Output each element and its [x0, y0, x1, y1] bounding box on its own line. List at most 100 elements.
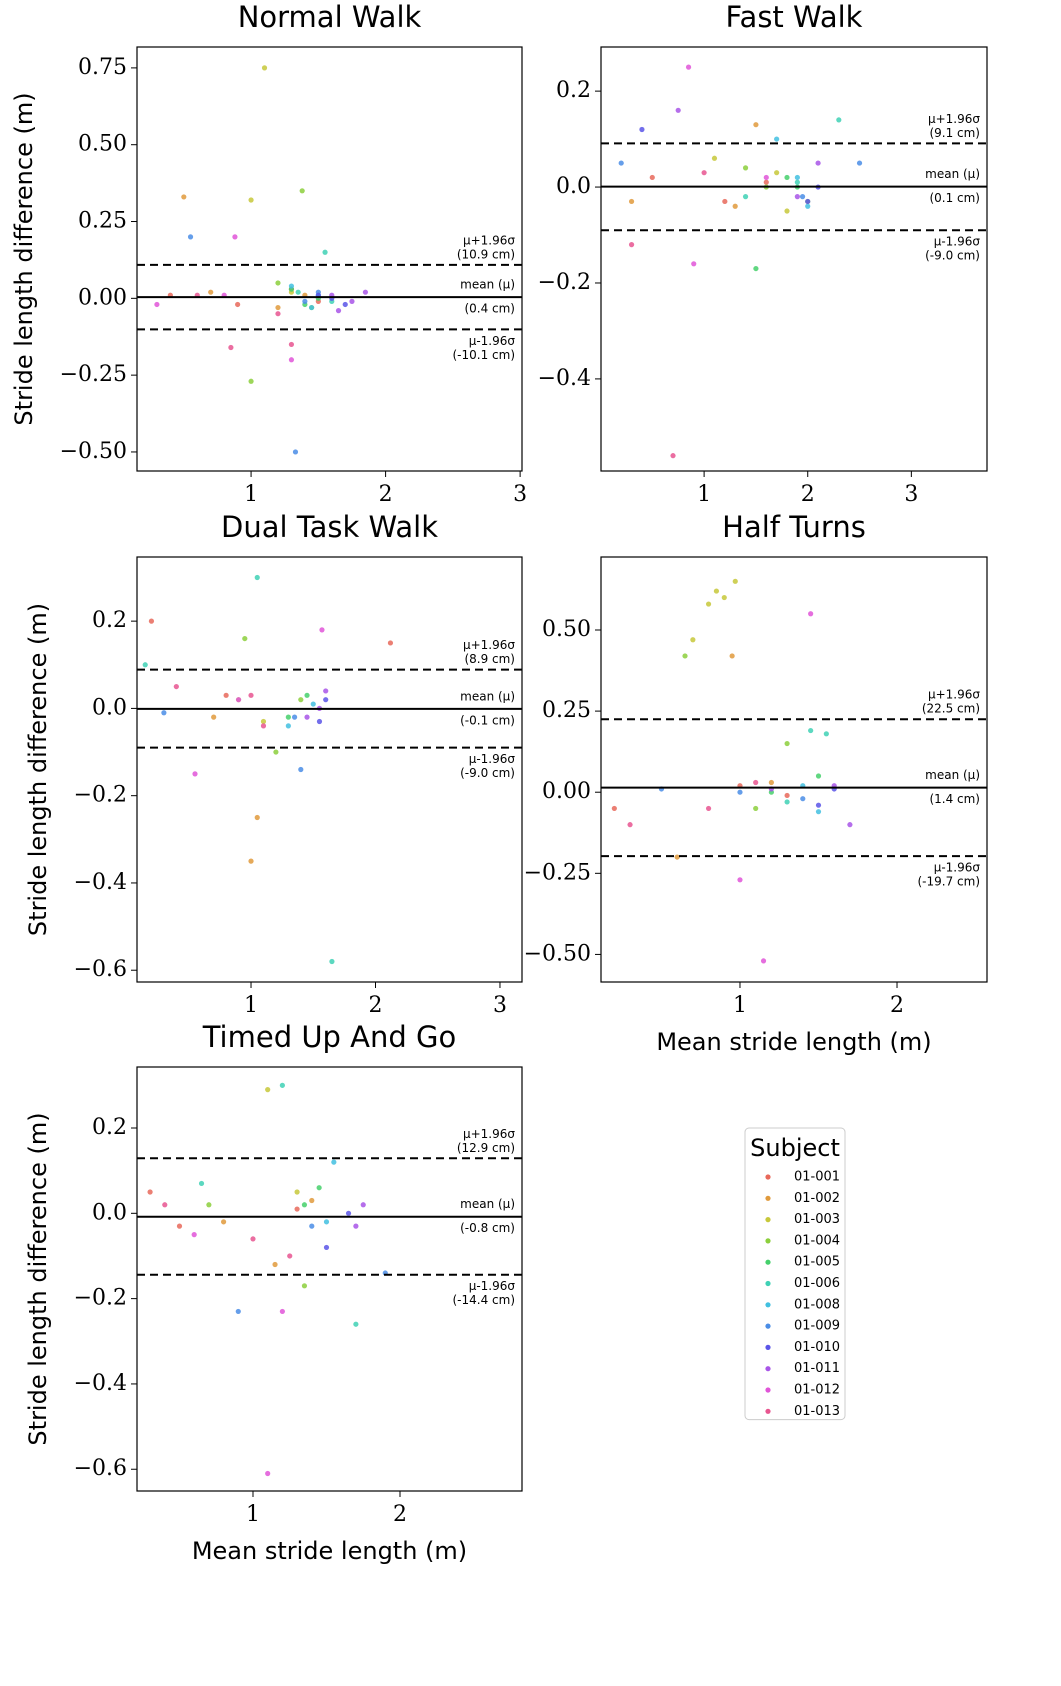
point [335, 308, 342, 314]
reference-label: μ-1.96σ [469, 1279, 516, 1293]
legend-marker [765, 1195, 771, 1201]
point [285, 714, 291, 720]
point [618, 160, 624, 166]
point [732, 578, 738, 584]
point [329, 958, 335, 965]
chart-title: Dual Task Walk [221, 510, 438, 544]
panel: Timed Up And Go Stride length difference … [24, 1020, 523, 1565]
panel: Dual Task Walk Stride length difference (… [24, 510, 523, 1018]
point [784, 174, 790, 181]
reference-label: μ+1.96σ [463, 233, 515, 247]
reference-note: (10.9 cm) [457, 247, 515, 261]
point [299, 188, 305, 194]
point [805, 203, 811, 209]
y-tick-label: −0.6 [74, 957, 127, 982]
point [362, 289, 369, 295]
point [147, 1189, 153, 1195]
y-axis-label: Stride length difference (m) [24, 1112, 52, 1445]
point [148, 618, 155, 624]
legend-label: 01-003 [794, 1212, 840, 1227]
point [611, 805, 617, 812]
panel: Normal Walk Stride length difference (m) 1… [10, 0, 527, 507]
point [805, 198, 811, 205]
point [301, 1283, 308, 1289]
y-tick-label: −0.2 [74, 783, 127, 808]
point [675, 107, 681, 113]
point [763, 174, 769, 181]
point [742, 194, 749, 200]
legend-label: 01-001 [794, 1170, 840, 1185]
x-tick-label: 1 [244, 482, 258, 507]
point [353, 1321, 359, 1327]
plot-frame [136, 46, 523, 472]
point [294, 1189, 300, 1195]
point [260, 718, 267, 725]
point [729, 653, 735, 659]
point [774, 136, 780, 142]
legend-label: 01-011 [794, 1361, 840, 1376]
x-tick-label: 2 [368, 993, 382, 1018]
plot-frame [600, 46, 988, 472]
point [232, 234, 238, 240]
point [323, 1219, 330, 1225]
point [753, 265, 759, 272]
point [763, 179, 769, 185]
reference-note: (8.9 cm) [464, 652, 515, 666]
point [316, 718, 323, 725]
point [248, 858, 254, 864]
point [784, 208, 790, 214]
point [753, 779, 759, 786]
point [753, 805, 759, 812]
y-tick-label: 0.0 [92, 1200, 127, 1225]
reference-label: μ+1.96σ [928, 112, 980, 126]
chart-title: Normal Walk [238, 0, 422, 34]
point [187, 234, 194, 240]
point [235, 301, 241, 308]
point [288, 357, 295, 363]
legend-label: 01-002 [794, 1191, 840, 1206]
x-tick-label: 2 [393, 1502, 407, 1527]
y-tick-label: −0.6 [74, 1456, 127, 1481]
point [836, 117, 842, 123]
reference-note: (-14.4 cm) [452, 1293, 515, 1307]
point [265, 1087, 271, 1093]
point [254, 574, 260, 581]
y-tick-label: 0.0 [92, 695, 127, 720]
reference-label: μ+1.96σ [463, 638, 515, 652]
point [784, 792, 790, 799]
x-tick-label: 1 [244, 993, 258, 1018]
point [815, 160, 821, 166]
point [753, 122, 759, 128]
point [254, 814, 260, 821]
y-tick-label: 0.00 [78, 285, 127, 310]
point [298, 697, 304, 703]
point [323, 1244, 330, 1251]
legend-label: 01-004 [794, 1233, 840, 1248]
point [856, 160, 863, 166]
point [211, 714, 217, 720]
reference-note: (-9.0 cm) [925, 249, 980, 263]
legend-label: 01-008 [794, 1297, 840, 1312]
point [360, 1202, 366, 1208]
point [242, 635, 248, 642]
legend: Subject 01-001 01-002 01-003 01-004 01-005 01-… [744, 1127, 846, 1421]
reference-note: (-19.7 cm) [917, 875, 980, 889]
point [302, 298, 308, 304]
point [349, 298, 355, 304]
x-axis-label: Mean stride length (m) [656, 1028, 931, 1056]
point [847, 822, 853, 828]
point [322, 249, 328, 255]
point [705, 805, 712, 812]
y-tick-label: 0.2 [92, 1115, 127, 1140]
plot-frame [136, 556, 523, 983]
point [737, 877, 743, 883]
point [192, 771, 198, 777]
point [294, 1206, 300, 1212]
point [345, 1210, 352, 1216]
reference-note: (0.1 cm) [929, 191, 980, 205]
point [198, 1180, 205, 1187]
chart-title: Fast Walk [726, 0, 863, 34]
point [674, 854, 680, 860]
point [301, 1202, 308, 1208]
point [309, 1197, 315, 1204]
